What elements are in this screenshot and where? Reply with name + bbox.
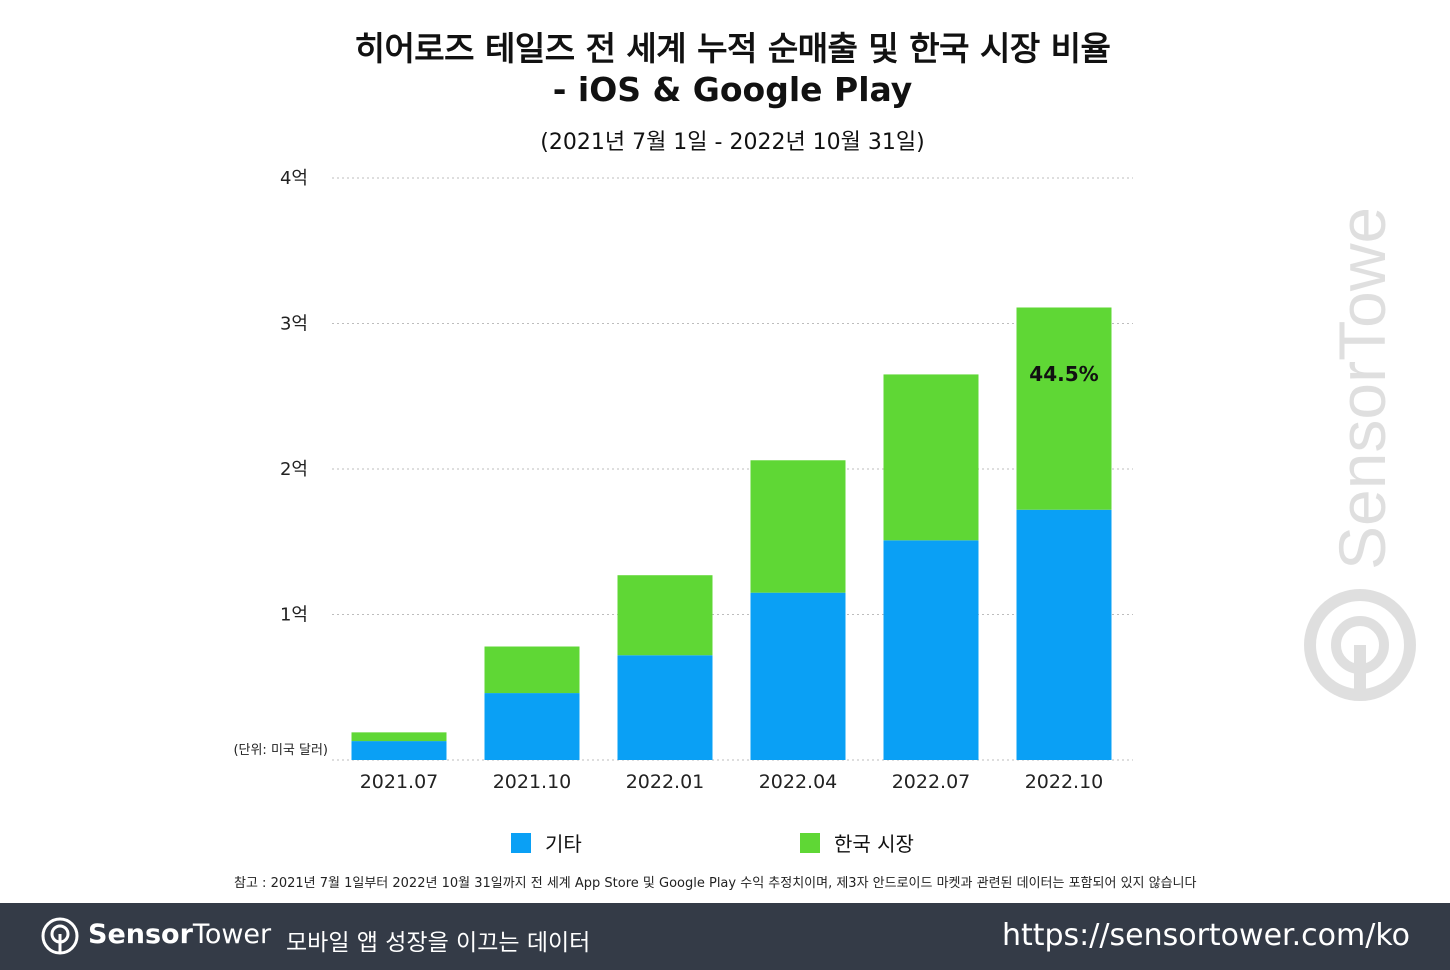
bar-other-2021.07	[351, 741, 447, 760]
footer-tagline: 모바일 앱 성장을 이끄는 데이터	[286, 930, 591, 956]
chart-subtitle: (2021년 7월 1일 - 2022년 10월 31일)	[540, 130, 925, 155]
chart-title: 히어로즈 테일즈 전 세계 누적 순매출 및 한국 시장 비율	[354, 29, 1111, 68]
footer-url[interactable]: https://sensortower.com/ko	[1001, 918, 1410, 953]
footnote: 참고 : 2021년 7월 1일부터 2022년 10월 31일까지 전 세계 …	[234, 876, 1197, 891]
bar-korea-2022.04	[750, 460, 846, 593]
bar-other-2022.07	[883, 540, 979, 760]
y-tick-label: 4억	[280, 168, 308, 189]
x-tick-label: 2022.01	[626, 771, 705, 793]
sensortower-logo-icon	[41, 917, 79, 955]
bar-other-2022.04	[750, 592, 846, 760]
bar-korea-2021.10	[484, 646, 580, 694]
bar-korea-2021.07	[351, 732, 447, 742]
stacked-bar-chart: 1억 2억 3억 4억 (단위: 미국 달러) 2021.07 2021.10 2022.01…	[233, 168, 1133, 793]
y-tick-label: 1억	[280, 605, 308, 626]
legend-swatch-korea	[800, 832, 820, 853]
legend-label-other: 기타	[545, 832, 582, 856]
y-tick-label: 3억	[280, 314, 308, 335]
bar-korea-2022.10	[1016, 307, 1112, 510]
watermark-logo-icon	[1304, 589, 1416, 701]
bar-other-2021.10	[484, 693, 580, 760]
data-label-korea-share: 44.5%	[1029, 362, 1098, 386]
legend-item-korea: 한국 시장	[800, 828, 914, 857]
footer-bar: SensorTower 모바일 앱 성장을 이끄는 데이터 https://se…	[0, 903, 1450, 970]
sensortower-watermark: SensorTower	[1304, 210, 1416, 701]
legend-item-other: 기타	[511, 828, 582, 857]
x-tick-label: 2021.10	[493, 771, 572, 793]
legend-swatch-other	[511, 832, 531, 853]
x-tick-label: 2022.07	[892, 771, 971, 793]
bar-korea-2022.07	[883, 374, 979, 541]
footer-brand: SensorTower	[88, 919, 272, 950]
bar-korea-2022.01	[617, 575, 713, 656]
chart-title-line2: - iOS & Google Play	[552, 70, 913, 109]
legend-label-korea: 한국 시장	[834, 832, 914, 856]
x-tick-label: 2022.04	[759, 771, 838, 793]
watermark-text: SensorTower	[1325, 210, 1399, 570]
x-tick-label: 2022.10	[1025, 771, 1104, 793]
bar-other-2022.10	[1016, 509, 1112, 760]
y-tick-label: 2억	[280, 459, 308, 480]
bar-other-2022.01	[617, 655, 713, 760]
x-tick-label: 2021.07	[360, 771, 439, 793]
unit-label: (단위: 미국 달러)	[233, 743, 328, 758]
